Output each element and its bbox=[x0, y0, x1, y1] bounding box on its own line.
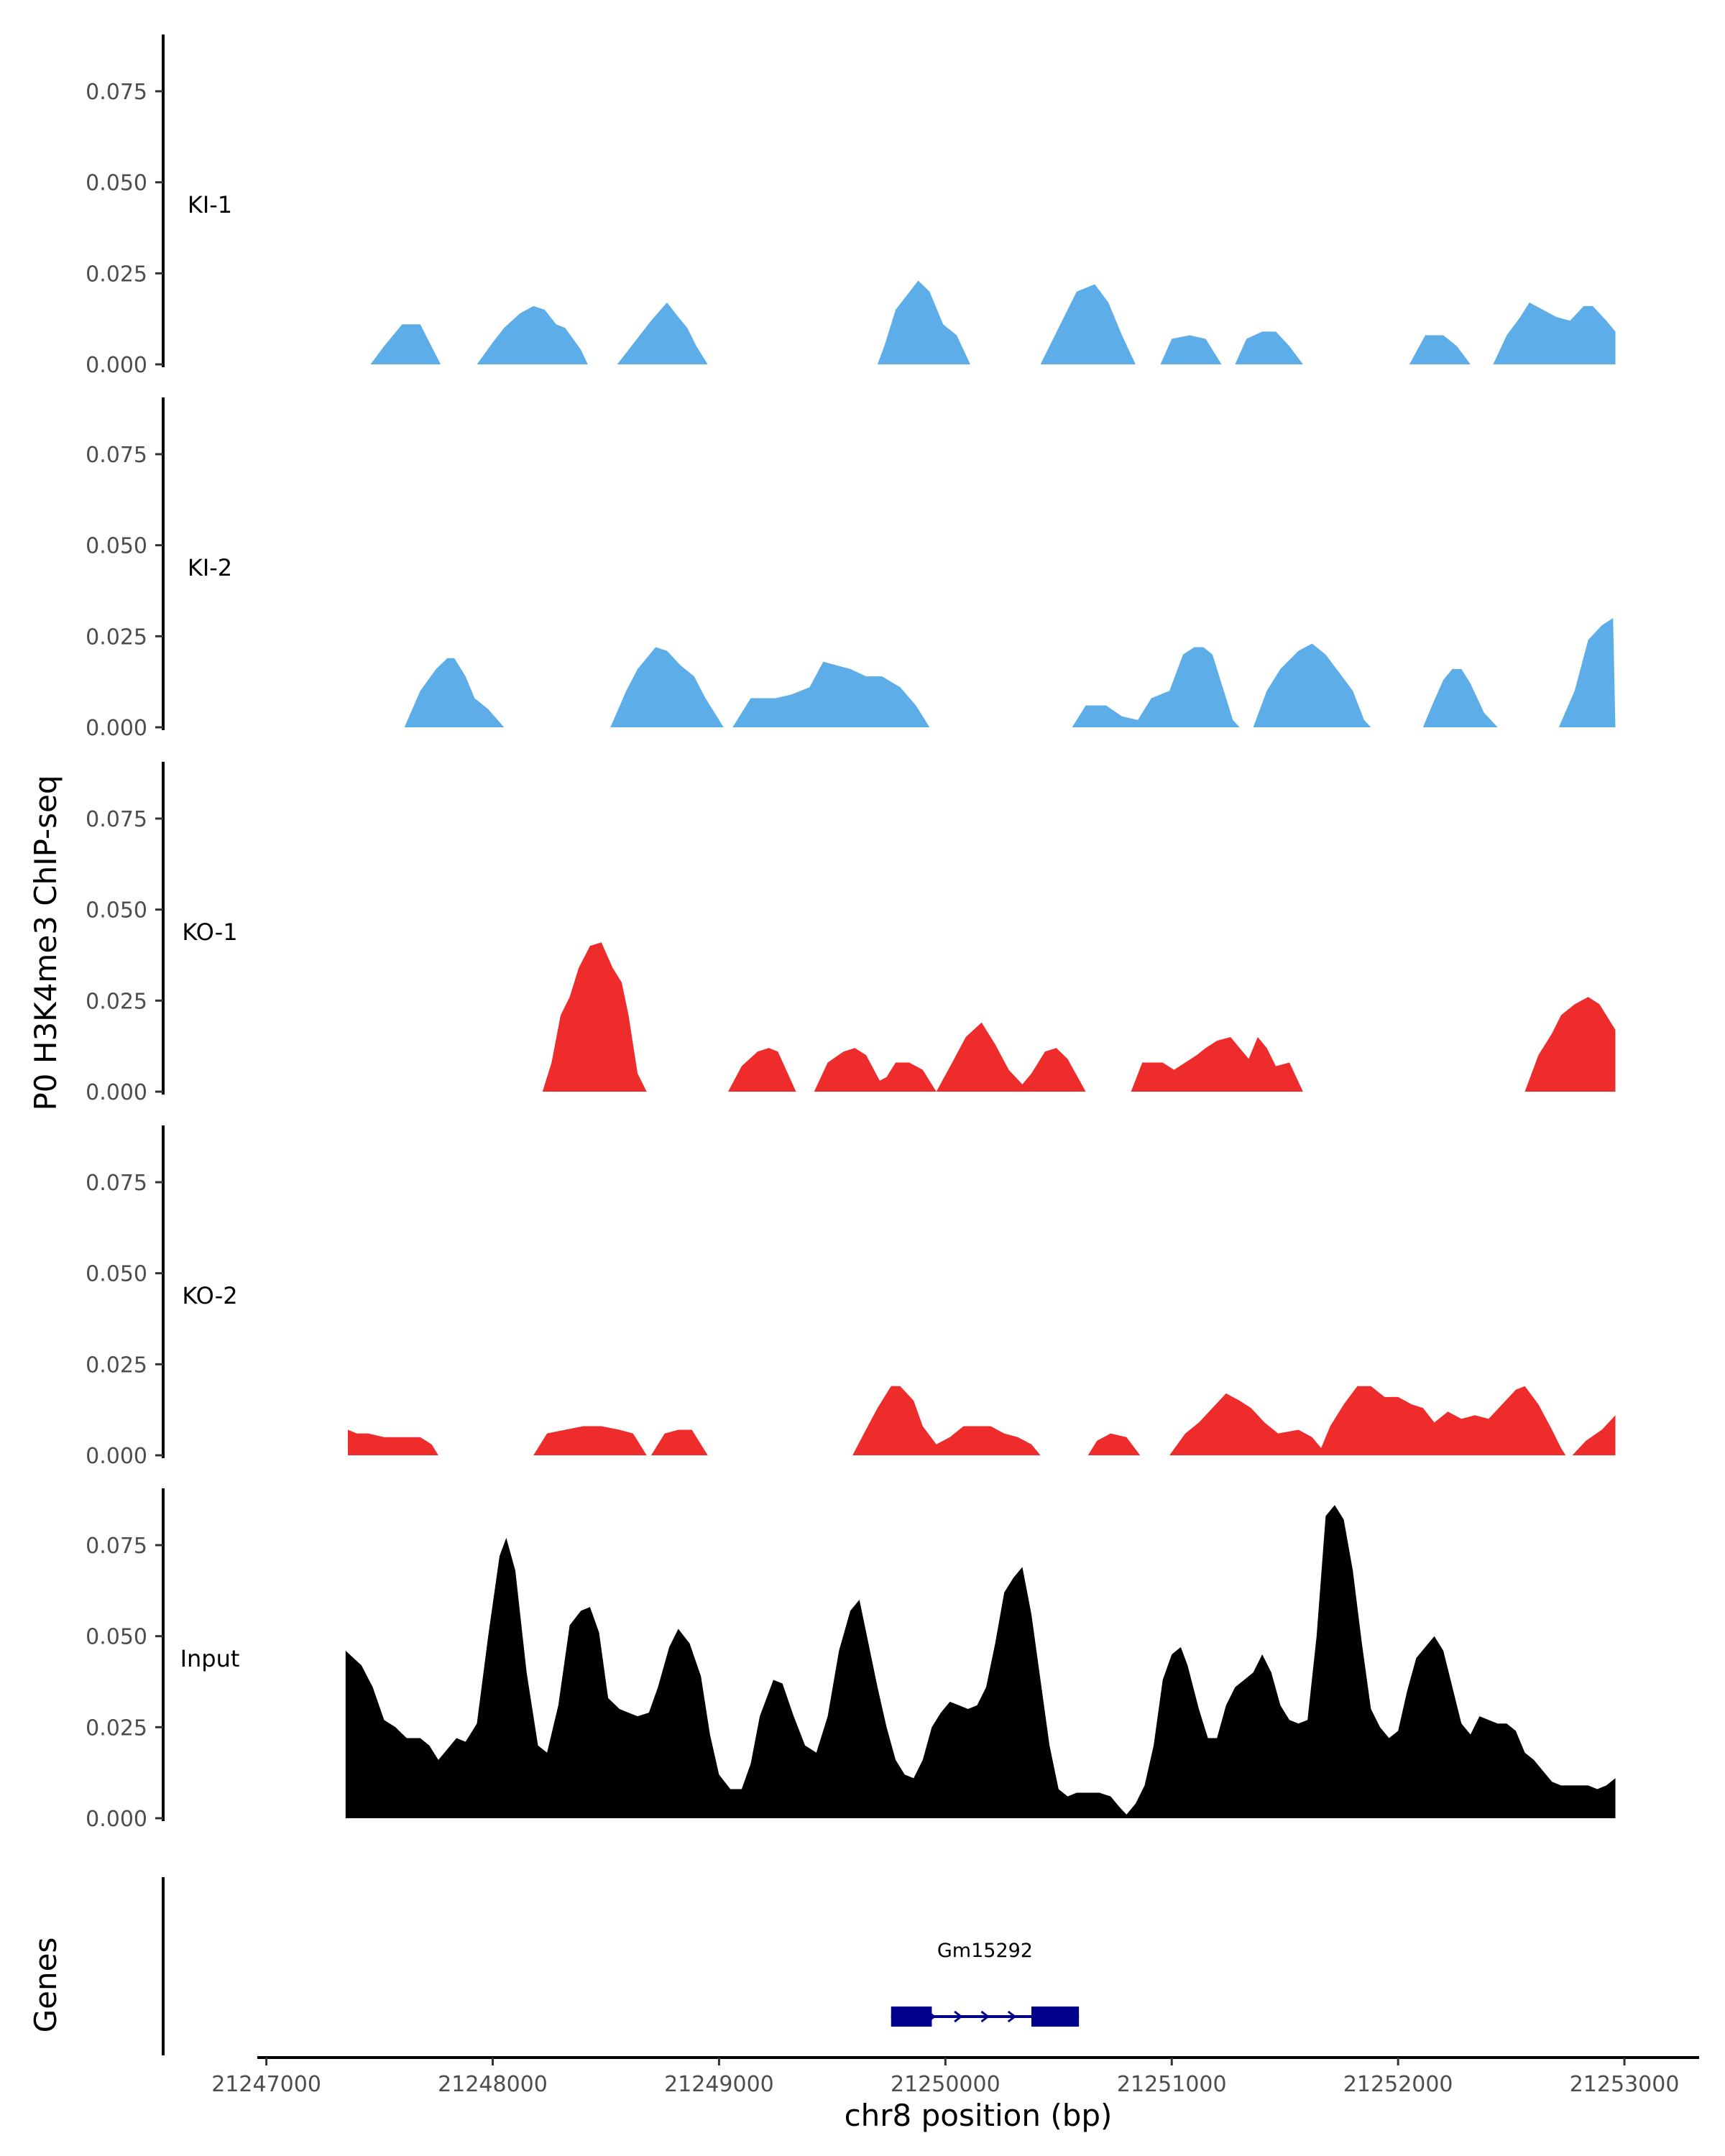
genes-panel: Genes Gm15292 bbox=[28, 1877, 1080, 2055]
signal-area-KO-1-1 bbox=[542, 942, 647, 1092]
y-tick-label-KO-1-1: 0.025 bbox=[86, 989, 147, 1014]
signal-area-Input-1 bbox=[345, 1505, 1616, 1818]
track-label-KO-1: KO-1 bbox=[182, 918, 237, 946]
track-panels: 0.0000.0250.0500.075KI-10.0000.0250.0500… bbox=[86, 34, 1616, 1832]
gene-model-Gm15292: Gm15292 bbox=[891, 1940, 1080, 2027]
signal-area-KI-1-3 bbox=[617, 302, 708, 364]
signal-area-KI-2-6 bbox=[1422, 668, 1498, 727]
signal-area-KI-2-7 bbox=[1558, 618, 1616, 727]
gene-label-Gm15292: Gm15292 bbox=[937, 1940, 1033, 1962]
y-tick-label-KI-2-1: 0.025 bbox=[86, 625, 147, 650]
gene-models: Gm15292 bbox=[891, 1940, 1080, 2027]
y-tick-label-Input-2: 0.050 bbox=[86, 1625, 147, 1650]
signal-area-KO-2-1 bbox=[348, 1429, 438, 1455]
signal-area-KI-1-2 bbox=[477, 305, 588, 364]
signal-area-KO-1-3 bbox=[814, 1048, 937, 1092]
y-tick-label-KI-1-2: 0.050 bbox=[86, 171, 147, 196]
track-label-Input: Input bbox=[180, 1645, 240, 1672]
y-tick-label-KO-1-3: 0.075 bbox=[86, 807, 147, 832]
signal-area-KI-1-5 bbox=[1040, 284, 1136, 364]
signal-area-KO-2-5 bbox=[1087, 1433, 1141, 1455]
y-tick-label-KI-2-3: 0.075 bbox=[86, 443, 147, 468]
y-tick-label-KO-1-0: 0.000 bbox=[86, 1080, 147, 1105]
y-tick-label-KO-1-2: 0.050 bbox=[86, 898, 147, 923]
signal-area-KI-1-4 bbox=[877, 280, 970, 364]
signal-area-KO-2-4 bbox=[852, 1386, 1041, 1455]
x-axis: 21247000 21248000 21249000 21250000 21251000… bbox=[211, 2056, 1699, 2133]
signal-area-KI-2-1 bbox=[404, 658, 505, 727]
track-label-KO-2: KO-2 bbox=[182, 1282, 237, 1309]
y-tick-label-KO-2-3: 0.075 bbox=[86, 1171, 147, 1196]
signal-area-KI-1-1 bbox=[370, 324, 441, 364]
x-tick-label-5: 21252000 bbox=[1343, 2072, 1453, 2097]
track-panel-KO-1: 0.000 0.025 0.050 0.075 KO-1 bbox=[86, 762, 1616, 1105]
y-tick-label-Input-3: 0.075 bbox=[86, 1534, 147, 1559]
signal-area-KO-2-6 bbox=[1169, 1386, 1566, 1455]
signal-area-KI-1-6 bbox=[1160, 335, 1222, 364]
genes-axis-title: Genes bbox=[28, 1938, 63, 2033]
track-panel-KI-1: 0.000 0.025 0.050 0.075 KI-1 bbox=[86, 34, 1616, 378]
signal-area-KI-1-8 bbox=[1409, 335, 1471, 364]
x-ticks: 21247000 21248000 21249000 21250000 21251000… bbox=[211, 2058, 1679, 2097]
y-tick-label-KI-2-2: 0.050 bbox=[86, 534, 147, 559]
track-label-KI-1: KI-1 bbox=[188, 191, 232, 218]
x-axis-title: chr8 position (bp) bbox=[845, 2098, 1113, 2133]
x-tick-label-6: 21253000 bbox=[1570, 2072, 1680, 2097]
strand-arrow-3 bbox=[980, 2010, 990, 2023]
x-tick-label-1: 21248000 bbox=[438, 2072, 548, 2097]
signal-area-KI-2-3 bbox=[732, 661, 930, 727]
y-tick-label-KO-2-0: 0.000 bbox=[86, 1444, 147, 1469]
y-axis-title: P0 H3K4me3 ChIP-seq bbox=[28, 775, 63, 1110]
x-tick-label-0: 21247000 bbox=[211, 2072, 321, 2097]
signal-area-KO-2-3 bbox=[650, 1429, 708, 1455]
gene-exon-2 bbox=[1031, 2007, 1080, 2027]
signal-area-KI-2-4 bbox=[1072, 647, 1240, 727]
y-tick-label-KI-1-1: 0.025 bbox=[86, 262, 147, 287]
signal-area-KO-1-2 bbox=[728, 1048, 796, 1092]
x-tick-label-4: 21251000 bbox=[1117, 2072, 1227, 2097]
track-panel-Input: 0.000 0.025 0.050 0.075 Input bbox=[86, 1488, 1616, 1832]
y-tick-label-KI-2-0: 0.000 bbox=[86, 716, 147, 741]
signal-area-KO-1-6 bbox=[1524, 997, 1616, 1092]
y-tick-label-KI-1-0: 0.000 bbox=[86, 353, 147, 378]
x-tick-label-3: 21250000 bbox=[891, 2072, 1000, 2097]
signal-area-KI-1-7 bbox=[1235, 331, 1303, 364]
strand-arrow-2 bbox=[954, 2010, 963, 2023]
gene-exon-1 bbox=[891, 2007, 932, 2027]
signal-area-KO-2-7 bbox=[1572, 1415, 1616, 1455]
signal-area-KO-1-5 bbox=[1131, 1037, 1303, 1092]
strand-arrow-4 bbox=[1007, 2010, 1017, 2023]
signal-area-KO-2-2 bbox=[533, 1426, 647, 1455]
track-panel-KI-2: 0.000 0.025 0.050 0.075 KI-2 bbox=[86, 397, 1616, 741]
track-panel-KO-2: 0.000 0.025 0.050 0.075 KO-2 bbox=[86, 1125, 1616, 1469]
signal-area-KO-1-4 bbox=[936, 1022, 1086, 1092]
track-label-KI-2: KI-2 bbox=[188, 554, 232, 581]
y-tick-label-Input-0: 0.000 bbox=[86, 1807, 147, 1832]
y-tick-label-KO-2-2: 0.050 bbox=[86, 1262, 147, 1287]
signal-area-KI-1-9 bbox=[1493, 302, 1616, 364]
signal-area-KI-2-5 bbox=[1253, 643, 1371, 727]
y-tick-label-Input-1: 0.025 bbox=[86, 1715, 147, 1741]
y-tick-label-KO-2-1: 0.025 bbox=[86, 1353, 147, 1378]
signal-area-KI-2-2 bbox=[610, 647, 724, 727]
x-tick-label-2: 21249000 bbox=[664, 2072, 774, 2097]
y-tick-label-KI-1-3: 0.075 bbox=[86, 80, 147, 105]
